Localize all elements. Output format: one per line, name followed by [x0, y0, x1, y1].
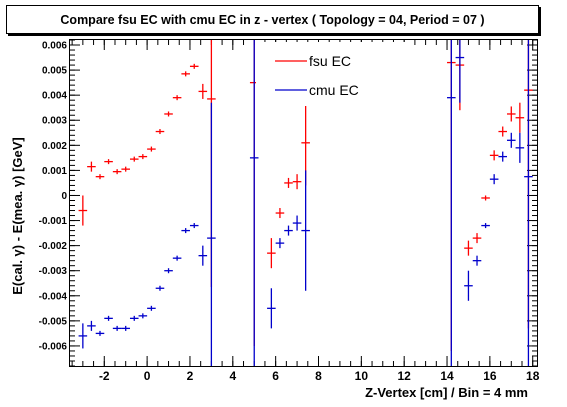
legend-label-cmu: cmu EC — [309, 82, 359, 98]
x-tick-label: 16 — [483, 369, 497, 383]
legend-marker-fsu — [275, 60, 307, 62]
y-tick-label: -0.002 — [39, 241, 68, 252]
y-tick-label: 0.003 — [42, 116, 67, 127]
legend: fsu EC cmu EC — [256, 42, 407, 106]
x-tick-label: 2 — [187, 369, 194, 383]
x-tick-label: 18 — [526, 369, 540, 383]
series-cmu — [78, 40, 533, 366]
legend-marker-cmu — [275, 89, 307, 91]
y-tick-label: 0.004 — [42, 91, 67, 102]
data-marks — [78, 40, 533, 366]
y-tick-label: 0.001 — [42, 166, 67, 177]
y-tick-label: 0 — [61, 191, 67, 202]
x-tick-label: 4 — [229, 369, 236, 383]
chart-title: Compare fsu EC with cmu EC in z - vertex… — [6, 5, 539, 34]
x-axis-title: Z-Vertex [cm] / Bin = 4 mm — [365, 385, 528, 400]
y-tick-label: 0.005 — [42, 66, 67, 77]
x-tick-label: 12 — [398, 369, 412, 383]
legend-label-fsu: fsu EC — [309, 53, 352, 69]
y-tick-labels: -0.006 -0.005 -0.004 -0.003 -0.002 -0.001 0 0.0… — [39, 41, 68, 353]
y-tick-label: -0.004 — [39, 291, 68, 302]
legend-item-cmu: cmu EC — [257, 76, 406, 104]
y-tick-label: -0.005 — [39, 316, 68, 327]
y-tick-label: 0.006 — [42, 41, 67, 52]
x-tick-label: 10 — [355, 369, 369, 383]
x-tick-labels: -2 0 2 4 6 8 10 12 14 16 18 — [99, 369, 540, 383]
y-tick-label: -0.001 — [39, 216, 68, 227]
x-tick-label: 8 — [315, 369, 322, 383]
x-tick-label: 6 — [272, 369, 279, 383]
y-tick-label: 0.002 — [42, 141, 67, 152]
y-tick-label: -0.006 — [39, 341, 68, 352]
x-tick-label: 0 — [144, 369, 151, 383]
y-axis-title: E(cal. γ) - E(mea. γ) [GeV] — [10, 137, 25, 295]
x-tick-label: -2 — [99, 369, 110, 383]
y-tick-label: -0.003 — [39, 266, 68, 277]
legend-item-fsu: fsu EC — [257, 47, 406, 75]
x-tick-label: 14 — [440, 369, 454, 383]
